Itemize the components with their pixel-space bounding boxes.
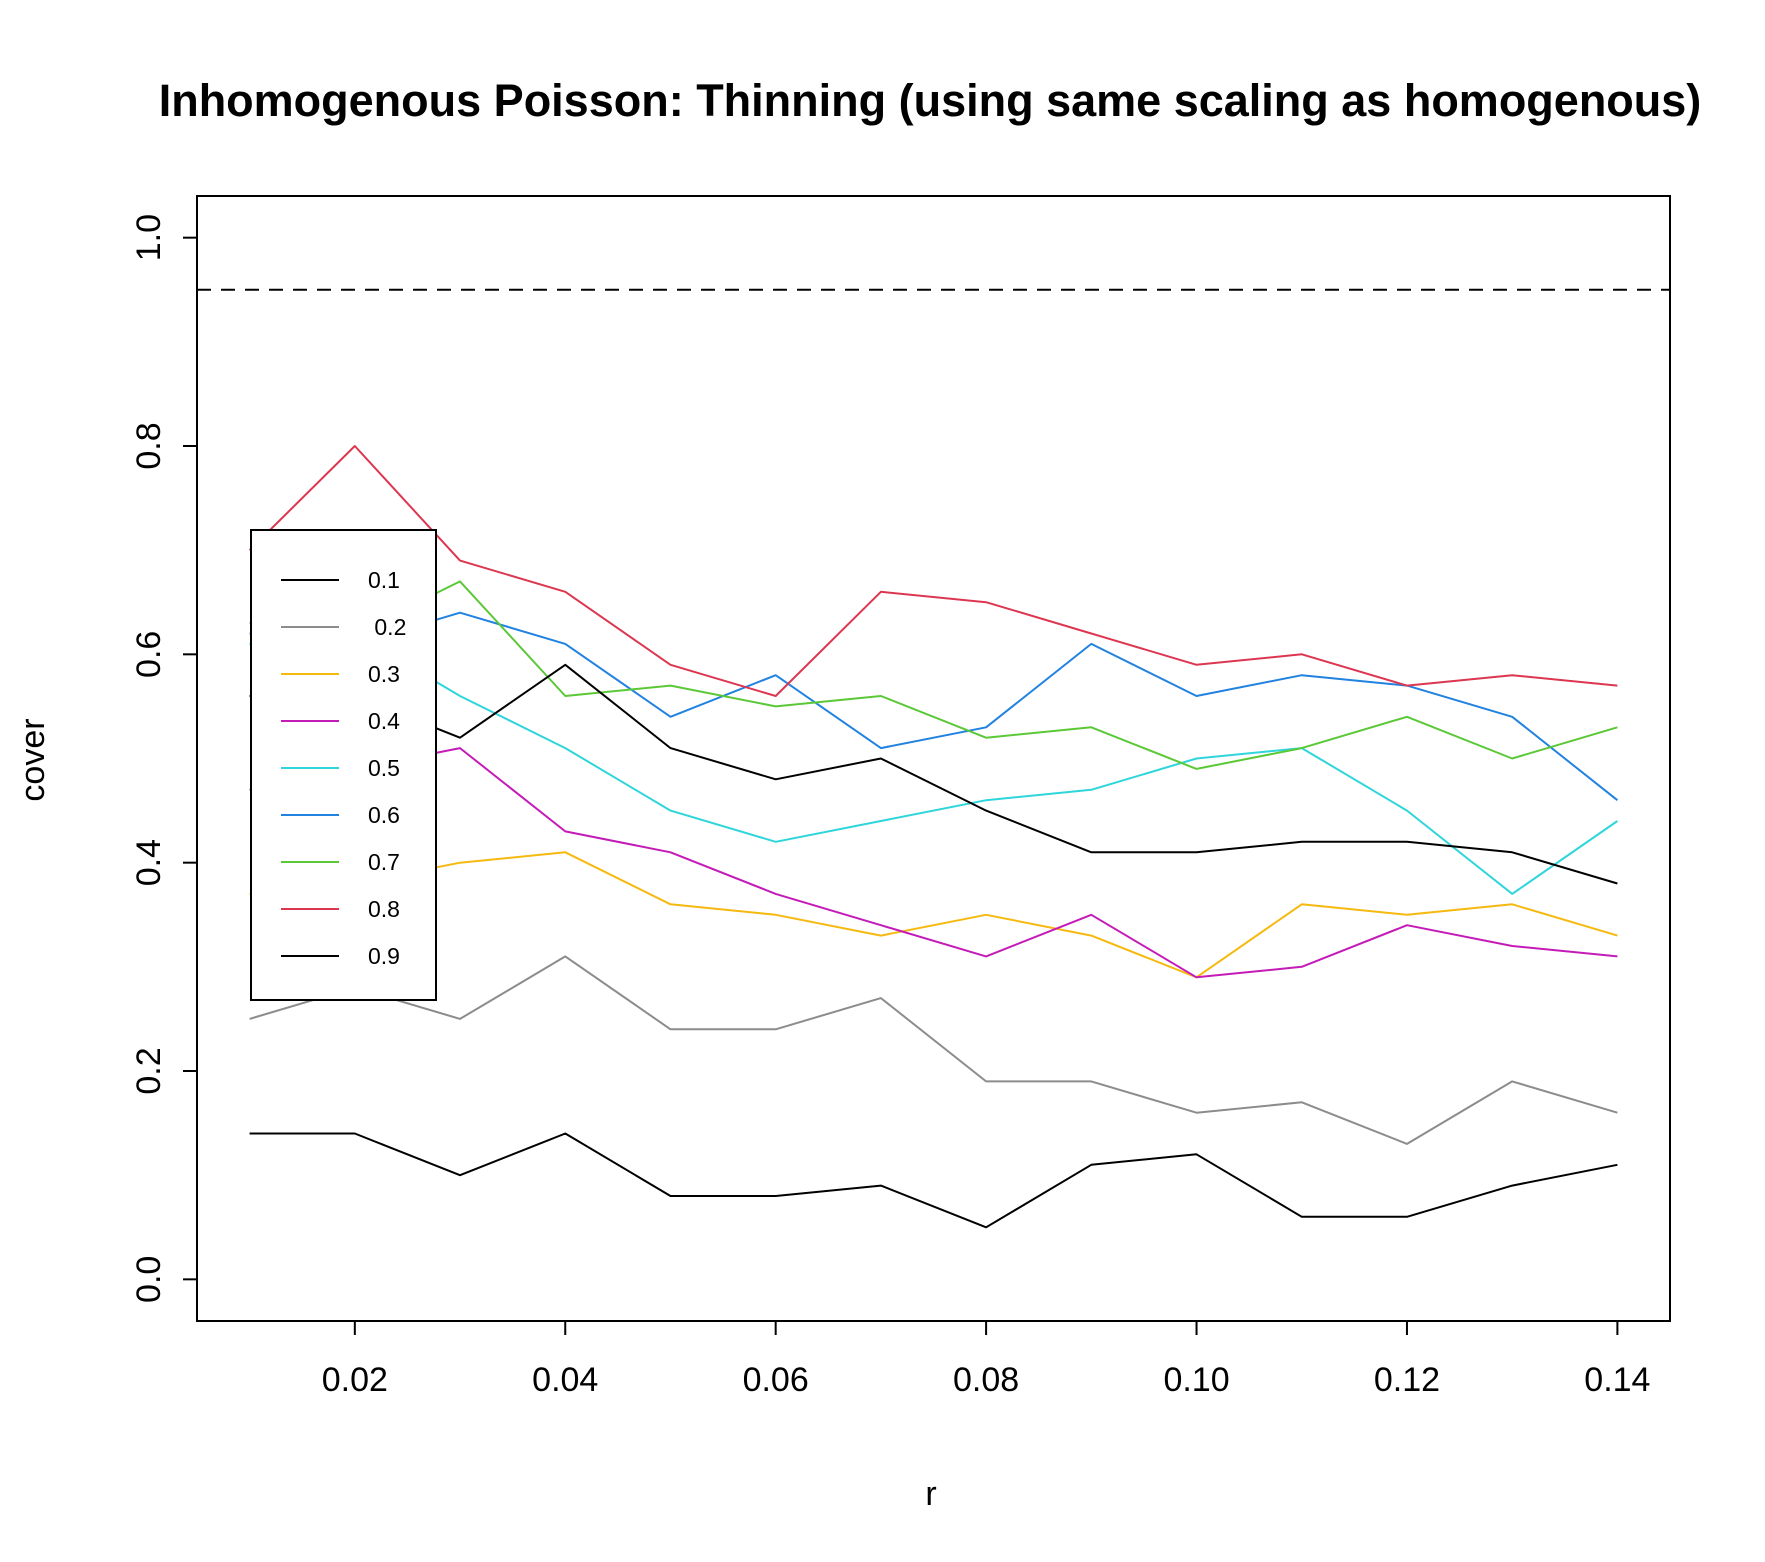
legend-label-9: 0.9	[368, 943, 400, 969]
series-line-3	[249, 851, 1618, 979]
x-axis: 0.02 0.04 0.06 0.08 0.10 0.12 0.14	[322, 1320, 1650, 1399]
x-tick-label: 0.12	[1374, 1361, 1440, 1399]
y-axis: 0.0 0.2 0.4 0.6 0.8 1.0	[130, 214, 198, 1303]
y-tick-label: 0.2	[130, 1047, 168, 1094]
x-tick-label: 0.04	[532, 1361, 598, 1399]
series-line-5	[249, 632, 1618, 895]
y-axis-label: cover	[14, 718, 52, 801]
series-line-2	[249, 955, 1618, 1145]
x-axis-label: r	[925, 1475, 936, 1513]
series-line-4	[249, 747, 1618, 979]
y-tick-label: 0.6	[130, 631, 168, 678]
legend-label-4: 0.4	[368, 708, 400, 734]
y-tick-label: 1.0	[130, 214, 168, 261]
legend-box	[250, 529, 437, 1001]
legend-label-7: 0.7	[368, 849, 400, 875]
legend: 0.1 0.2 0.3 0.4 0.5 0.6 0.7 0.8 0.9	[250, 529, 437, 1001]
x-tick-label: 0.08	[953, 1361, 1019, 1399]
series-line-1	[249, 1132, 1618, 1229]
series-line-7	[249, 580, 1618, 770]
chart-title: Inhomogenous Poisson: Thinning (using sa…	[159, 75, 1702, 126]
legend-label-2: 0.2	[368, 614, 406, 640]
series-line-6	[249, 611, 1619, 801]
series-line-8	[248, 445, 1618, 697]
x-tick-label: 0.10	[1163, 1361, 1229, 1399]
legend-label-3: 0.3	[368, 661, 400, 687]
legend-label-1: 0.1	[368, 567, 400, 593]
y-tick-label: 0.8	[130, 422, 168, 469]
x-tick-label: 0.02	[322, 1361, 388, 1399]
y-tick-label: 0.0	[130, 1256, 168, 1303]
legend-label-6: 0.6	[368, 802, 400, 828]
x-tick-label: 0.14	[1584, 1361, 1650, 1399]
series-line-9	[249, 663, 1618, 885]
legend-label-5: 0.5	[368, 755, 400, 781]
x-tick-label: 0.06	[743, 1361, 809, 1399]
y-tick-label: 0.4	[130, 839, 168, 886]
legend-label-8: 0.8	[368, 896, 400, 922]
series-layer	[248, 445, 1619, 1229]
